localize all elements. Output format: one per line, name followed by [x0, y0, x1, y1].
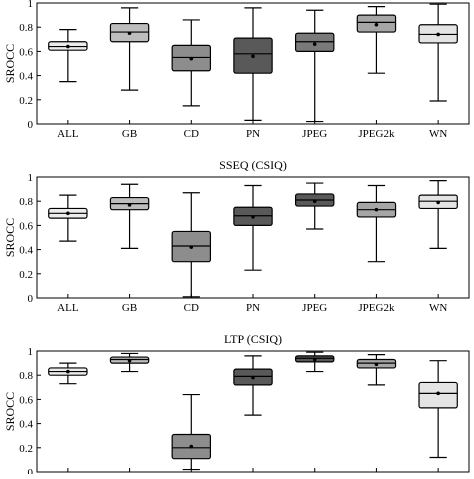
mean-marker [189, 245, 194, 249]
box-jpeg2k: JPEG2k [356, 6, 397, 140]
y-tick-label: 0.4 [19, 245, 33, 257]
iqr-box [418, 381, 458, 409]
box-jpeg: JPEG [294, 182, 335, 314]
chart-title: SSEQ (CSIQ) [219, 158, 287, 172]
y-tick-label: 0.8 [19, 22, 33, 34]
y-tick-label: 0.8 [19, 196, 33, 208]
y-tick-label: 0 [28, 119, 34, 131]
iqr-box [294, 32, 335, 52]
mean-marker [127, 358, 132, 363]
box-gb: GB [109, 7, 150, 140]
x-tick-label: ALL [57, 302, 79, 314]
panel-2: SSEQ (CSIQ) SROCC 0 0.2 0.4 0.6 0.8 1 ALL GB CD PN J… [3, 158, 470, 314]
x-tick-label: JPEG [302, 128, 327, 140]
mean-marker [66, 369, 70, 374]
box-all: ALL [48, 194, 88, 314]
mean-marker [66, 211, 70, 216]
box-jpeg2k: JPEG2k [356, 354, 397, 479]
x-tick-label: ALL [57, 128, 79, 140]
panel-1: SROCC 0 0.2 0.4 0.6 0.8 1 ALL GB CD PN JPEG JPEG2k WN [3, 0, 470, 140]
y-tick-label: 1 [28, 346, 34, 358]
x-tick-label: WN [429, 302, 447, 314]
mean-marker [436, 200, 440, 205]
mean-marker [312, 357, 317, 362]
mean-marker [436, 391, 440, 396]
y-tick-label: 0.4 [19, 71, 33, 83]
mean-marker [66, 44, 70, 49]
box-gb: GB [109, 183, 150, 314]
x-tick-label: JPEG2k [358, 302, 395, 314]
y-tick-label: 1 [28, 0, 34, 10]
mean-marker [251, 215, 255, 219]
x-tick-label: PN [246, 302, 260, 314]
y-tick-label: 0.4 [19, 419, 33, 431]
box-jpeg: JPEG [294, 351, 335, 479]
box-wn: WN [418, 360, 458, 479]
mean-marker [374, 22, 379, 27]
mean-marker [251, 54, 255, 59]
box-jpeg: JPEG [294, 9, 335, 140]
panel-3: LTP (CSIQ)SROCC00.20.40.60.81ALLGBCDPNJP… [3, 332, 470, 479]
y-tick-label: 0.2 [19, 269, 33, 281]
mean-marker [374, 362, 379, 367]
y-tick-label: 0.8 [19, 370, 33, 382]
box-cd: CD [171, 192, 212, 314]
box-pn: PN [233, 355, 273, 479]
y-axis-label: SROCC [3, 392, 17, 431]
mean-marker [374, 207, 379, 212]
x-tick-label: JPEG [302, 302, 327, 314]
box-all: ALL [48, 362, 88, 479]
x-tick-label: WN [429, 128, 447, 140]
x-tick-label: CD [184, 302, 199, 314]
box-jpeg2k: JPEG2k [356, 184, 397, 314]
box-wn: WN [418, 3, 458, 140]
y-tick-label: 0.6 [19, 394, 33, 406]
y-tick-label: 0.6 [19, 220, 33, 232]
box-pn: PN [233, 184, 273, 314]
x-tick-label: JPEG2k [358, 128, 395, 140]
x-tick-label: PN [246, 128, 260, 140]
mean-marker [127, 203, 132, 207]
y-tick-label: 0 [28, 467, 34, 474]
box-wn: WN [418, 180, 458, 314]
box-pn: PN [233, 7, 273, 140]
mean-marker [312, 42, 317, 46]
x-tick-label: GB [122, 302, 137, 314]
y-tick-label: 1 [28, 172, 34, 184]
x-tick-label: CD [184, 128, 199, 140]
mean-marker [189, 444, 194, 449]
y-axis-label: SROCC [3, 218, 17, 257]
y-tick-label: 0.2 [19, 95, 33, 107]
y-tick-label: 0.6 [19, 46, 33, 58]
y-axis-label: SROCC [3, 44, 17, 83]
y-tick-label: 0.2 [19, 443, 33, 455]
box-cd: CD [171, 19, 212, 140]
mean-marker [127, 31, 132, 36]
x-tick-label: GB [122, 128, 137, 140]
mean-marker [189, 56, 194, 61]
chart-title: LTP (CSIQ) [224, 332, 282, 346]
mean-marker [251, 375, 255, 380]
mean-marker [312, 199, 317, 203]
box-all: ALL [48, 29, 88, 140]
mean-marker [436, 32, 440, 37]
box-cd: CD [171, 393, 212, 479]
box-gb: GB [109, 352, 150, 479]
y-tick-label: 0 [28, 293, 34, 305]
